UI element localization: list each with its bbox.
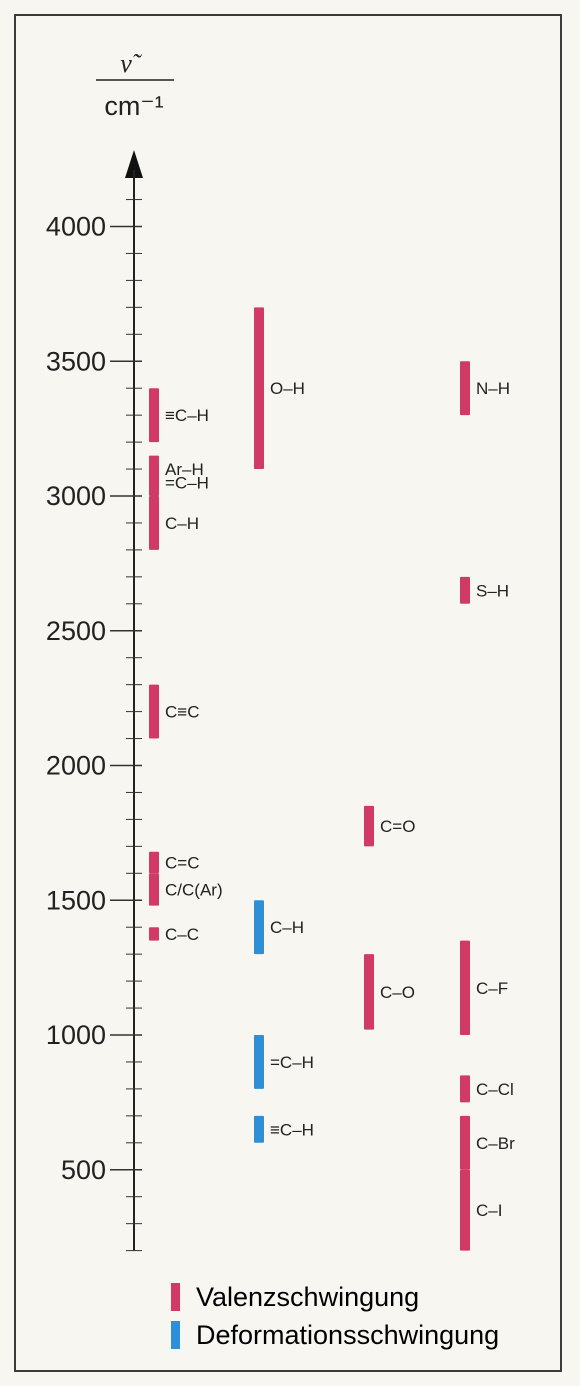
axis-unit: cm⁻¹ xyxy=(104,91,163,121)
range-bar xyxy=(460,1075,470,1103)
range-bar xyxy=(460,1169,470,1251)
tick-label: 3500 xyxy=(46,346,106,376)
range-bar xyxy=(460,576,470,604)
bar-label: C=C xyxy=(165,854,199,873)
tick-label: 1500 xyxy=(46,885,106,915)
bar-label: =C–H xyxy=(165,474,209,493)
legend-item-deformation: Deformationsschwingung xyxy=(171,1319,499,1351)
bar-label: C–H xyxy=(270,918,304,937)
bar-label: C–C xyxy=(165,925,199,944)
tick-label: 1000 xyxy=(46,1020,106,1050)
tick-label: 500 xyxy=(61,1155,106,1185)
legend-label-deformation: Deformationsschwingung xyxy=(196,1319,500,1350)
legend-item-valenz: Valenzschwingung xyxy=(171,1281,419,1313)
range-bar xyxy=(254,1035,264,1089)
range-bar xyxy=(254,1115,264,1143)
range-bar xyxy=(364,805,374,847)
bar-label: ≡C–H xyxy=(165,406,209,425)
bar-label: =C–H xyxy=(270,1053,314,1072)
bar-label: ≡C–H xyxy=(270,1120,314,1139)
range-bar xyxy=(460,940,470,1035)
bar-label: C/C(Ar) xyxy=(165,880,223,899)
range-bar xyxy=(149,684,159,739)
bar-label: C–Cl xyxy=(476,1080,514,1099)
range-bar xyxy=(149,927,159,941)
bar-label: C–O xyxy=(380,983,415,1002)
range-bar xyxy=(364,954,374,1030)
range-bar xyxy=(149,469,159,496)
range-bar xyxy=(149,873,159,906)
chart-frame: ν̃ cm⁻¹ 4000 3500 3000 2500 2000 1500 1000 500 ≡C… xyxy=(14,14,562,1372)
range-bar xyxy=(149,851,159,874)
tick-label: 2500 xyxy=(46,616,106,646)
bar-label: S–H xyxy=(476,581,509,600)
bar-label: C–F xyxy=(476,979,508,998)
range-bar xyxy=(149,496,159,550)
axis-arrow xyxy=(125,150,143,178)
bar-label: C–H xyxy=(165,514,199,533)
bar-label: Ar–H xyxy=(165,460,204,479)
ir-chart: ν̃ cm⁻¹ 4000 3500 3000 2500 2000 1500 1000 500 ≡C… xyxy=(46,49,515,1252)
axis-symbol: ν̃ xyxy=(120,49,143,78)
bar-label: C–I xyxy=(476,1201,502,1220)
legend-label-valenz: Valenzschwingung xyxy=(196,1281,420,1312)
range-bar xyxy=(460,1115,470,1170)
bar-label: C–Br xyxy=(476,1134,515,1153)
bar-label: C=O xyxy=(380,817,415,836)
bar-label: C≡C xyxy=(165,703,199,722)
legend-swatch-deformation xyxy=(171,1321,180,1349)
tick-label: 4000 xyxy=(46,212,106,242)
legend-swatch-valenz xyxy=(171,1283,180,1311)
tick-label: 3000 xyxy=(46,481,106,511)
tick-label: 2000 xyxy=(46,751,106,781)
range-bar xyxy=(254,900,264,955)
bar-label: N–H xyxy=(476,379,510,398)
range-bar xyxy=(149,388,159,443)
bar-label: O–H xyxy=(270,379,305,398)
range-bar xyxy=(460,361,470,416)
range-bar xyxy=(254,307,264,470)
